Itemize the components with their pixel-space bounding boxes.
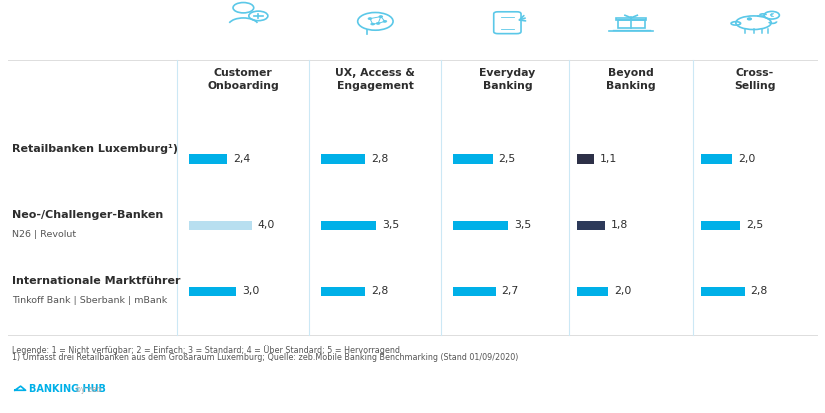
Text: 2,5: 2,5: [746, 220, 763, 230]
Text: Neo-/Challenger-Banken: Neo-/Challenger-Banken: [12, 210, 163, 220]
Text: 2,0: 2,0: [738, 154, 756, 164]
Bar: [700, 154, 733, 164]
Bar: [578, 154, 594, 164]
Bar: [322, 221, 376, 230]
Text: Tinkoff Bank | Sberbank | mBank: Tinkoff Bank | Sberbank | mBank: [12, 296, 167, 305]
Bar: [454, 154, 493, 164]
Circle shape: [383, 20, 387, 22]
Text: Everyday
Banking: Everyday Banking: [479, 68, 535, 91]
Text: Beyond
Banking: Beyond Banking: [606, 68, 656, 91]
Circle shape: [747, 18, 752, 20]
Text: 2,8: 2,8: [371, 286, 389, 296]
Bar: [189, 221, 252, 230]
Text: 1,8: 1,8: [611, 220, 629, 230]
Bar: [700, 221, 740, 230]
Bar: [700, 287, 745, 296]
Bar: [189, 287, 236, 296]
Circle shape: [370, 23, 375, 25]
Text: 3,0: 3,0: [243, 286, 260, 296]
Bar: [454, 287, 496, 296]
Text: 3,5: 3,5: [514, 220, 531, 230]
Bar: [578, 221, 606, 230]
Text: Retailbanken Luxemburg¹): Retailbanken Luxemburg¹): [12, 144, 178, 154]
Text: 4,0: 4,0: [257, 220, 276, 230]
Text: 2,8: 2,8: [751, 286, 768, 296]
Circle shape: [376, 22, 380, 24]
Bar: [454, 221, 508, 230]
Circle shape: [379, 16, 383, 17]
Text: 1,1: 1,1: [600, 154, 617, 164]
Text: €: €: [770, 13, 774, 18]
Text: UX, Access &
Engagement: UX, Access & Engagement: [336, 68, 415, 91]
Text: BANKING HUB: BANKING HUB: [29, 384, 106, 394]
Bar: [578, 287, 609, 296]
Text: 3,5: 3,5: [382, 220, 399, 230]
Bar: [322, 154, 365, 164]
Text: 2,7: 2,7: [502, 286, 519, 296]
Text: 1) Umfasst drei Retailbanken aus dem Großaraum Luxemburg; Quelle: zeb.Mobile Ban: 1) Umfasst drei Retailbanken aus dem Gro…: [12, 353, 519, 362]
Text: N26 | Revolut: N26 | Revolut: [12, 230, 77, 239]
Bar: [322, 287, 365, 296]
Circle shape: [368, 18, 372, 19]
Text: Customer
Onboarding: Customer Onboarding: [208, 68, 279, 91]
Text: 2,8: 2,8: [371, 154, 389, 164]
Bar: [189, 154, 227, 164]
Text: by zeb: by zeb: [76, 385, 101, 394]
Text: 2,4: 2,4: [233, 154, 250, 164]
Text: 2,5: 2,5: [498, 154, 516, 164]
Text: Legende: 1 = Nicht verfügbar; 2 = Einfach; 3 = Standard; 4 = Über Standard; 5 = : Legende: 1 = Nicht verfügbar; 2 = Einfac…: [12, 345, 400, 355]
Text: Internationale Marktführer: Internationale Marktführer: [12, 276, 181, 286]
Text: Cross-
Selling: Cross- Selling: [734, 68, 776, 91]
Text: 2,0: 2,0: [615, 286, 632, 296]
